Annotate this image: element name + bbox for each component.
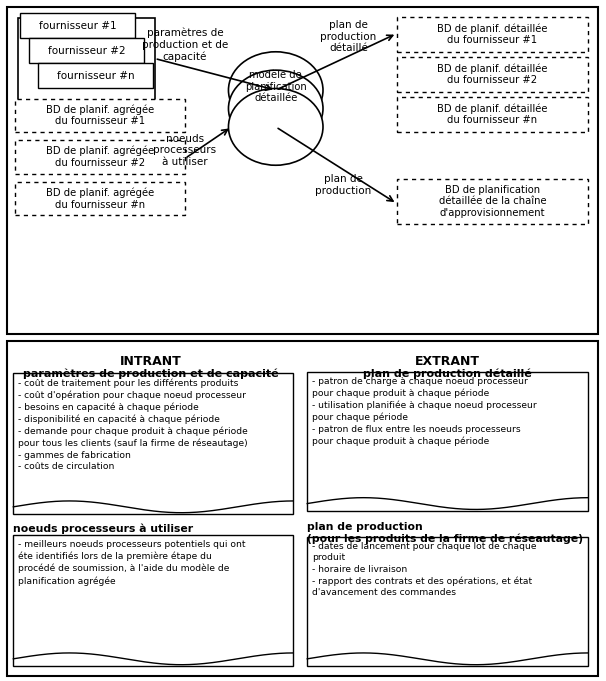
Text: paramètres de
production et de
capacité: paramètres de production et de capacité <box>142 28 228 62</box>
Text: fournisseur #n: fournisseur #n <box>57 71 135 81</box>
Text: plan de production
(pour les produits de la firme de réseautage): plan de production (pour les produits de… <box>307 522 583 544</box>
Bar <box>18 18 155 104</box>
Text: paramètres de production et de capacité: paramètres de production et de capacité <box>23 368 278 379</box>
Text: fournisseur #1: fournisseur #1 <box>39 21 116 31</box>
Text: BD de planif. détaillée
du fournisseur #1: BD de planif. détaillée du fournisseur #… <box>437 23 548 46</box>
Bar <box>397 178 588 223</box>
Bar <box>307 372 588 511</box>
Text: BD de planification
détaillée de la chaîne
d'approvisionnement: BD de planification détaillée de la chaî… <box>439 185 546 218</box>
Text: modèle de
planification
détaillée: modèle de planification détaillée <box>245 70 307 104</box>
Bar <box>7 340 598 676</box>
Ellipse shape <box>228 70 323 147</box>
Bar <box>7 7 598 334</box>
Bar <box>15 99 185 132</box>
Bar <box>307 537 588 666</box>
Text: INTRANT: INTRANT <box>120 355 181 368</box>
Text: - coût de traitement pour les différents produits
- coût d'opération pour chaque: - coût de traitement pour les différents… <box>18 379 248 471</box>
Bar <box>29 38 144 63</box>
Text: plan de
production: plan de production <box>316 174 371 196</box>
Text: plan de
production
détaillé: plan de production détaillé <box>321 20 376 53</box>
Text: BD de planif. agrégée
du fournisseur #n: BD de planif. agrégée du fournisseur #n <box>46 187 154 210</box>
Text: fournisseur #2: fournisseur #2 <box>48 46 125 56</box>
Text: noeuds
processeurs
à utiliser: noeuds processeurs à utiliser <box>153 133 216 167</box>
Text: BD de planif. agrégée
du fournisseur #1: BD de planif. agrégée du fournisseur #1 <box>46 104 154 126</box>
Bar <box>397 97 588 132</box>
Bar <box>15 140 185 174</box>
Bar <box>15 182 185 215</box>
Text: plan de production détaillé: plan de production détaillé <box>363 368 532 379</box>
Text: BD de planif. agrégée
du fournisseur #2: BD de planif. agrégée du fournisseur #2 <box>46 146 154 168</box>
Bar <box>38 63 153 89</box>
Text: BD de planif. détaillée
du fournisseur #n: BD de planif. détaillée du fournisseur #… <box>437 104 548 125</box>
Text: - meilleurs noeuds processeurs potentiels qui ont
éte identifiés lors de la prem: - meilleurs noeuds processeurs potentiel… <box>18 540 245 586</box>
Text: - dates de lancement pour chaque lot de chaque
produit
- horaire de livraison
- : - dates de lancement pour chaque lot de … <box>312 542 536 597</box>
Bar <box>20 14 135 38</box>
Text: noeuds processeurs à utiliser: noeuds processeurs à utiliser <box>13 524 193 535</box>
Ellipse shape <box>228 52 323 129</box>
Ellipse shape <box>228 89 323 165</box>
Text: EXTRANT: EXTRANT <box>415 355 480 368</box>
Bar <box>397 17 588 52</box>
Text: BD de planif. détaillée
du fournisseur #2: BD de planif. détaillée du fournisseur #… <box>437 63 548 85</box>
Text: - patron de charge à chaque noeud processeur
pour chaque produit à chaque périod: - patron de charge à chaque noeud proces… <box>312 377 537 445</box>
Bar <box>13 535 293 666</box>
Bar <box>397 57 588 92</box>
Bar <box>13 373 293 514</box>
